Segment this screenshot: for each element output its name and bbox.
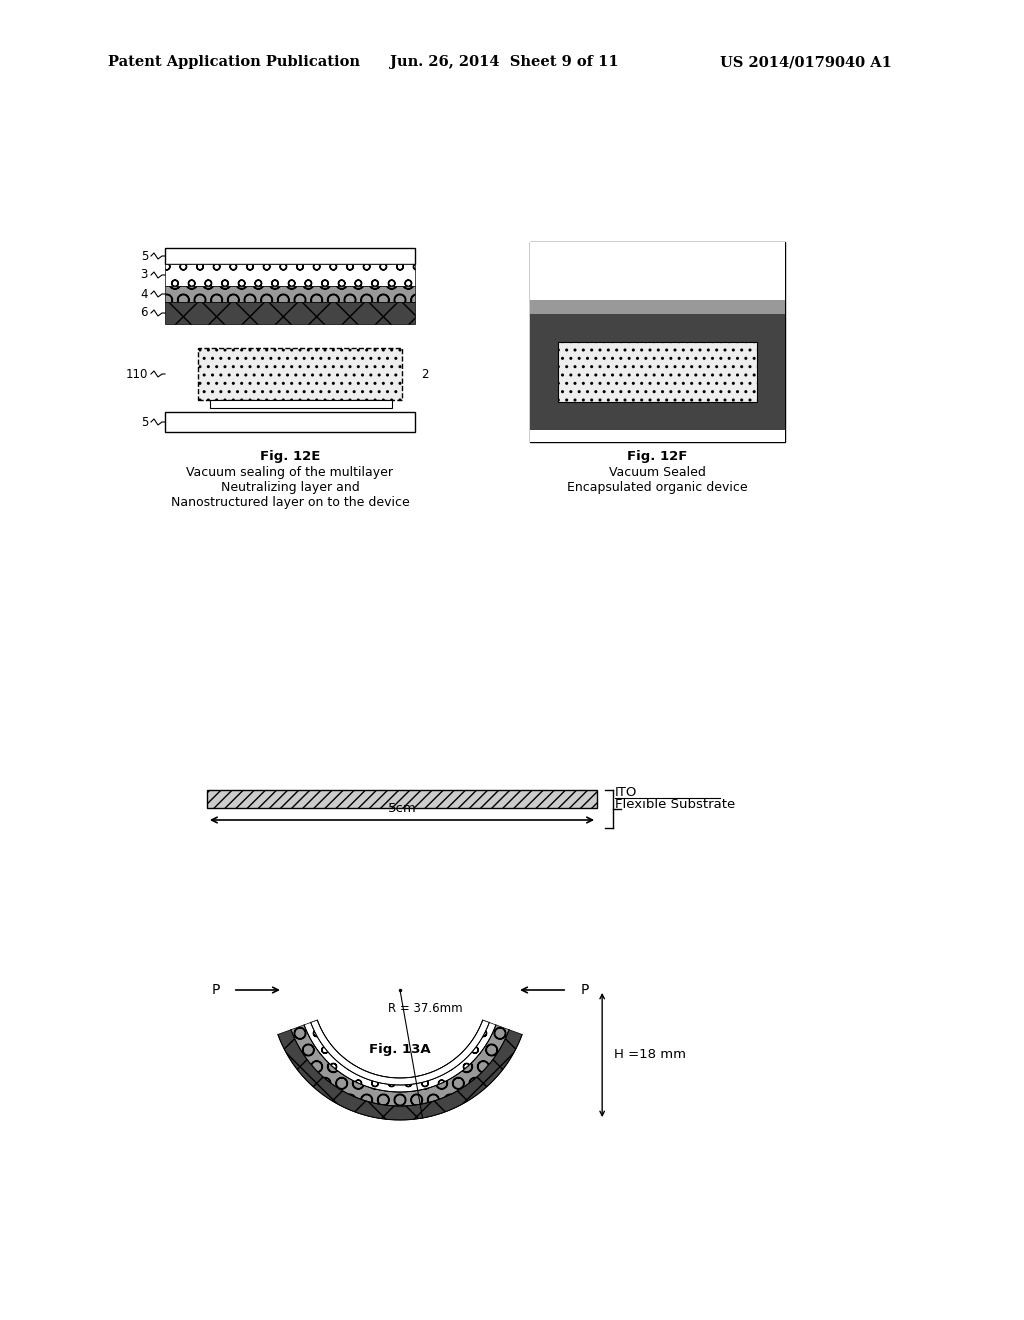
Bar bbox=[530, 300, 785, 314]
Bar bbox=[558, 342, 757, 403]
Polygon shape bbox=[304, 1020, 496, 1092]
Bar bbox=[530, 314, 785, 442]
Text: Jun. 26, 2014  Sheet 9 of 11: Jun. 26, 2014 Sheet 9 of 11 bbox=[390, 55, 618, 69]
Text: 4: 4 bbox=[140, 288, 148, 301]
Polygon shape bbox=[310, 1020, 489, 1085]
Text: 110: 110 bbox=[126, 367, 148, 380]
Text: Neutralizing layer and: Neutralizing layer and bbox=[220, 480, 359, 494]
Text: 2: 2 bbox=[421, 367, 428, 380]
Text: Encapsulated organic device: Encapsulated organic device bbox=[567, 480, 748, 494]
Text: P: P bbox=[212, 983, 220, 997]
Text: Flexible Substrate: Flexible Substrate bbox=[615, 799, 735, 812]
Bar bbox=[530, 242, 785, 280]
Text: US 2014/0179040 A1: US 2014/0179040 A1 bbox=[720, 55, 892, 69]
Bar bbox=[165, 264, 415, 286]
Text: 5: 5 bbox=[140, 416, 148, 429]
Bar bbox=[198, 348, 402, 400]
Text: Fig. 12F: Fig. 12F bbox=[628, 450, 688, 463]
Bar bbox=[530, 280, 785, 300]
Bar bbox=[530, 430, 785, 442]
Text: Vacuum Sealed: Vacuum Sealed bbox=[609, 466, 706, 479]
Bar bbox=[165, 286, 415, 302]
Bar bbox=[207, 789, 597, 808]
Polygon shape bbox=[291, 1024, 509, 1106]
Text: Nanostructured layer on to the device: Nanostructured layer on to the device bbox=[171, 496, 410, 510]
Bar bbox=[530, 242, 785, 442]
Text: 6: 6 bbox=[140, 306, 148, 319]
Text: P: P bbox=[581, 983, 589, 997]
Text: Fig. 13A: Fig. 13A bbox=[370, 1044, 431, 1056]
Polygon shape bbox=[278, 1030, 522, 1119]
Text: R = 37.6mm: R = 37.6mm bbox=[388, 1002, 462, 1015]
Text: 5cm: 5cm bbox=[388, 803, 417, 814]
Text: Fig. 12E: Fig. 12E bbox=[260, 450, 321, 463]
Text: 5: 5 bbox=[140, 249, 148, 263]
Bar bbox=[165, 248, 415, 264]
Text: 3: 3 bbox=[140, 268, 148, 281]
Bar bbox=[165, 412, 415, 432]
Text: Vacuum sealing of the multilayer: Vacuum sealing of the multilayer bbox=[186, 466, 393, 479]
Bar bbox=[165, 302, 415, 323]
Text: Patent Application Publication: Patent Application Publication bbox=[108, 55, 360, 69]
Text: H =18 mm: H =18 mm bbox=[614, 1048, 686, 1061]
Bar bbox=[210, 400, 392, 408]
Text: ITO: ITO bbox=[615, 787, 637, 800]
